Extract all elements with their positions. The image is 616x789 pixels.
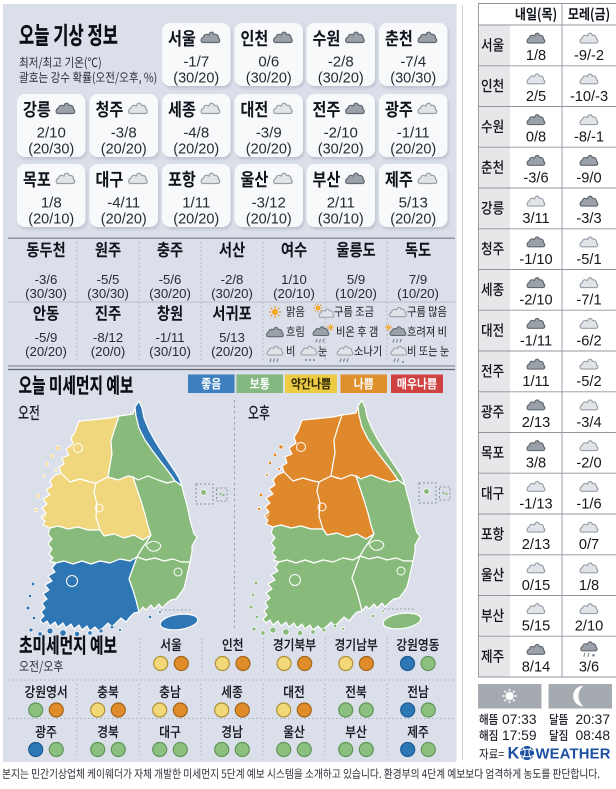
svg-text:-2/10: -2/10 (519, 293, 552, 309)
svg-text:3/11: 3/11 (522, 211, 549, 227)
svg-text:-1/6: -1/6 (576, 496, 601, 512)
svg-text:(30/20): (30/20) (211, 286, 253, 301)
svg-text:2/13: 2/13 (522, 415, 550, 431)
svg-text:2/10: 2/10 (575, 619, 603, 635)
svg-text:K: K (508, 745, 520, 763)
svg-text:-3/9: -3/9 (256, 125, 282, 142)
svg-text:-1/11: -1/11 (520, 333, 552, 349)
svg-text:-7/4: -7/4 (400, 54, 426, 71)
svg-text:-2/8: -2/8 (328, 54, 354, 71)
svg-text:-5/6: -5/6 (159, 272, 182, 287)
svg-text:3/8: 3/8 (526, 456, 546, 472)
svg-text:(20/20): (20/20) (101, 212, 147, 228)
svg-text:5/15: 5/15 (522, 619, 550, 635)
svg-text:0/8: 0/8 (526, 130, 546, 146)
svg-text:(20/20): (20/20) (246, 142, 292, 158)
svg-text:-2/8: -2/8 (221, 272, 244, 287)
svg-text:0/7: 0/7 (579, 537, 599, 553)
svg-text:07:33: 07:33 (502, 712, 537, 727)
svg-text:-5/2: -5/2 (576, 374, 601, 390)
svg-text:(10/20): (10/20) (335, 286, 377, 301)
svg-text:(20/20): (20/20) (173, 212, 219, 228)
svg-text:1/11: 1/11 (522, 374, 549, 390)
svg-text:-4/8: -4/8 (183, 125, 209, 142)
svg-text:17:59: 17:59 (502, 728, 537, 743)
svg-text:-5/9: -5/9 (35, 330, 58, 345)
svg-text:7/9: 7/9 (409, 272, 427, 287)
svg-text:(20/20): (20/20) (211, 344, 253, 359)
svg-text:-1/7: -1/7 (183, 54, 209, 71)
svg-text:(20/20): (20/20) (25, 344, 67, 359)
svg-text:-2/0: -2/0 (576, 456, 601, 472)
svg-text:-5/5: -5/5 (97, 272, 120, 287)
svg-text:(20/20): (20/20) (390, 212, 436, 228)
svg-text:-9/-2: -9/-2 (574, 48, 604, 64)
svg-text:5/9: 5/9 (347, 272, 365, 287)
svg-text:-8/-1: -8/-1 (574, 130, 604, 146)
svg-text:2/13: 2/13 (522, 537, 550, 553)
svg-text:-7/1: -7/1 (576, 293, 601, 309)
svg-text:-3/12: -3/12 (252, 195, 286, 212)
svg-text:2/10: 2/10 (37, 125, 66, 142)
svg-text:-1/13: -1/13 (519, 496, 552, 512)
svg-text:-3/4: -3/4 (576, 415, 601, 431)
svg-text:(30/20): (30/20) (246, 71, 292, 87)
svg-text:1/11: 1/11 (182, 195, 210, 212)
svg-text:1/10: 1/10 (281, 272, 307, 287)
svg-text:-8/12: -8/12 (93, 330, 123, 345)
svg-text:1/8: 1/8 (41, 195, 62, 212)
svg-text:(20/10): (20/10) (246, 212, 292, 228)
svg-text:-1/10: -1/10 (519, 252, 552, 268)
svg-text:(20/10): (20/10) (28, 212, 74, 228)
svg-text:(10/20): (10/20) (397, 286, 439, 301)
svg-text:-1/11: -1/11 (397, 125, 430, 142)
svg-text:-3/8: -3/8 (111, 125, 137, 142)
svg-text:(20/0): (20/0) (91, 344, 125, 359)
svg-text:2/11: 2/11 (327, 195, 355, 212)
svg-text:-3/3: -3/3 (576, 211, 601, 227)
svg-text:(20/20): (20/20) (101, 142, 147, 158)
svg-text:-2/10: -2/10 (324, 125, 358, 142)
svg-text:(30/30): (30/30) (390, 71, 436, 87)
svg-text:(30/20): (30/20) (318, 142, 364, 158)
svg-text:(20/10): (20/10) (273, 286, 315, 301)
svg-text:(30/10): (30/10) (318, 212, 364, 228)
svg-text:-3/6: -3/6 (523, 170, 548, 186)
svg-text:WEATHER: WEATHER (536, 747, 611, 763)
svg-text:20:37: 20:37 (575, 712, 610, 727)
svg-text:-4/11: -4/11 (107, 195, 140, 212)
svg-text:(30/30): (30/30) (87, 286, 129, 301)
svg-text:(30/20): (30/20) (149, 286, 191, 301)
svg-text:5/13: 5/13 (399, 195, 428, 212)
svg-text:-10/-3: -10/-3 (570, 89, 608, 105)
svg-text:0/6: 0/6 (258, 54, 279, 71)
svg-text:08:48: 08:48 (575, 728, 610, 743)
svg-text:(30/10): (30/10) (149, 344, 191, 359)
svg-text:(30/20): (30/20) (318, 71, 364, 87)
svg-text:1/8: 1/8 (579, 578, 599, 594)
svg-text:0/15: 0/15 (522, 578, 550, 594)
svg-text:3/6: 3/6 (579, 659, 599, 675)
svg-text:5/13: 5/13 (219, 330, 245, 345)
svg-text:8/14: 8/14 (522, 659, 550, 675)
svg-text:-3/6: -3/6 (35, 272, 58, 287)
svg-text:(30/20): (30/20) (173, 71, 219, 87)
svg-text:2/5: 2/5 (526, 89, 546, 105)
svg-text:-1/11: -1/11 (155, 330, 184, 345)
svg-text:1/8: 1/8 (526, 48, 546, 64)
svg-text:-9/0: -9/0 (576, 170, 601, 186)
svg-text:-6/2: -6/2 (576, 333, 601, 349)
svg-text:(20/20): (20/20) (390, 142, 436, 158)
svg-text:(30/30): (30/30) (25, 286, 67, 301)
svg-text:-5/1: -5/1 (576, 252, 601, 268)
svg-text:(20/20): (20/20) (173, 142, 219, 158)
svg-text:(20/30): (20/30) (28, 142, 74, 158)
